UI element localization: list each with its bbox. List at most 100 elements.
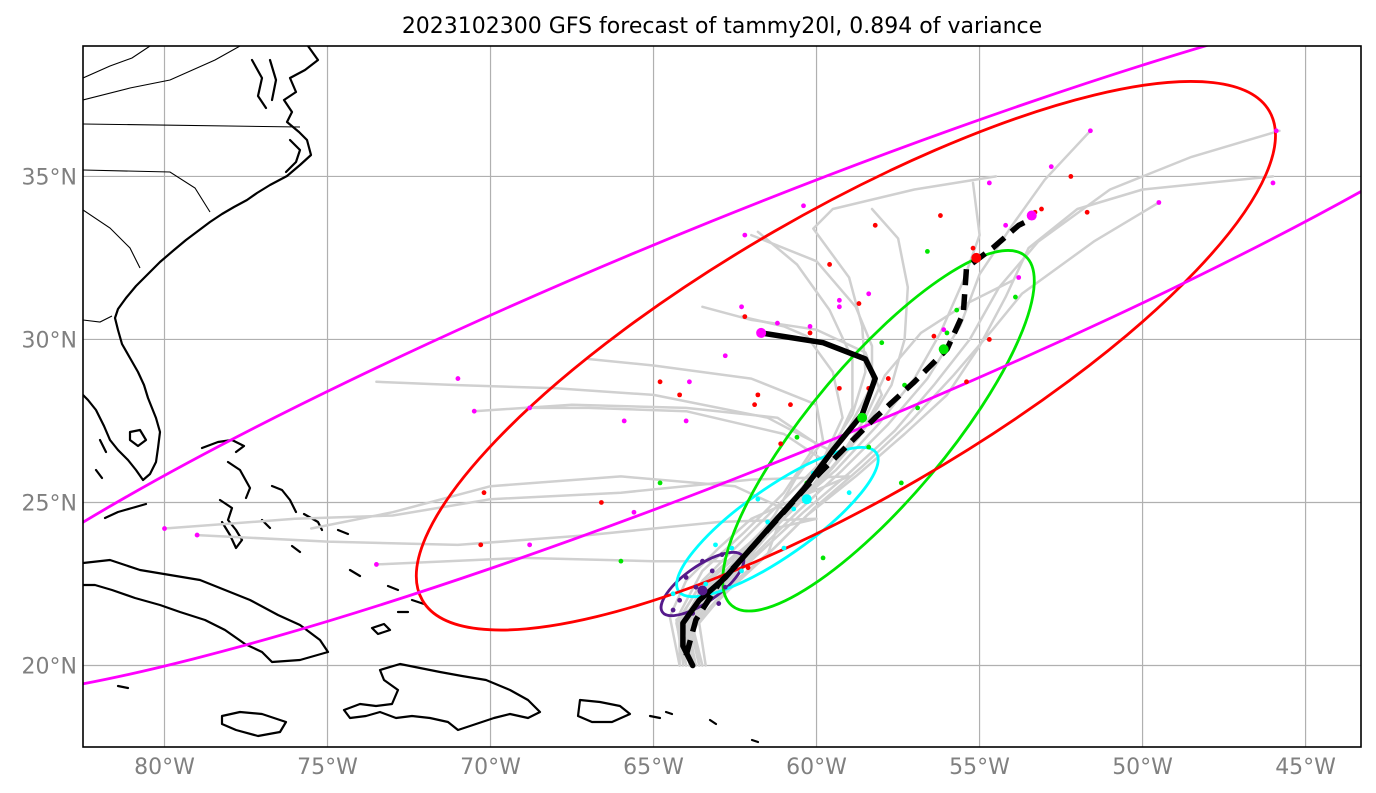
day-4-position-54	[938, 213, 943, 218]
day-1-position-4	[683, 575, 689, 580]
day-4-position-47	[752, 402, 758, 408]
day-4-position-48	[755, 392, 761, 398]
day-5-position-80	[631, 509, 637, 515]
day-5-position-71	[836, 304, 842, 310]
mean-position-day-5	[1026, 210, 1037, 221]
virgin-islands	[648, 710, 760, 744]
day-2-position-19	[781, 545, 787, 551]
day-4-position-49	[677, 392, 683, 398]
day-4-position-58	[1039, 206, 1044, 212]
x-tick-label: 65°W	[623, 755, 684, 780]
day-5-position-75	[621, 418, 627, 424]
y-tick-label: 25°N	[22, 491, 77, 516]
day-3-position-38	[866, 444, 872, 450]
day-2-position-13	[765, 519, 771, 525]
y-tick-label: 35°N	[22, 165, 77, 190]
y-tick-label: 30°N	[22, 328, 77, 353]
day-4-position-61	[598, 500, 604, 505]
deterministic-position-day-5	[756, 327, 767, 338]
day-5-position-73	[722, 353, 728, 359]
day-5-position-83	[194, 532, 200, 538]
day-2-position-17	[739, 568, 744, 574]
day-5-position-86	[801, 203, 806, 209]
day-2-position-16	[846, 490, 852, 496]
day-2-position-22	[791, 506, 797, 512]
us-east-coastline	[83, 46, 320, 482]
day-2-position-14	[729, 545, 735, 551]
day-4-position-53	[872, 222, 878, 228]
day-3-position-24	[794, 434, 800, 440]
mean-position-day-3	[938, 344, 949, 355]
day-5-position-78	[471, 408, 477, 414]
day-4-position-52	[827, 262, 832, 267]
day-2-position-18	[713, 542, 718, 548]
day-1-position-2	[709, 568, 715, 574]
day-5-position-85	[742, 232, 748, 238]
ensemble-day-positions	[162, 128, 1279, 616]
longitude-tick-labels: 80°W 75°W 70°W 65°W 60°W 55°W 50°W 45°W	[134, 755, 1336, 780]
ellipse-day-4	[414, 80, 1277, 632]
day-5-position-68	[807, 324, 813, 329]
day-3-position-32	[1013, 294, 1018, 300]
day-5-position-96	[941, 327, 947, 333]
deterministic-position-day-3	[857, 412, 868, 423]
day-5-position-79	[455, 376, 461, 381]
day-3-position-36	[618, 558, 624, 564]
day-4-position-40	[788, 402, 793, 408]
day-5-position-93	[1273, 128, 1279, 134]
day-3-position-35	[657, 480, 663, 486]
day-4-position-51	[742, 314, 748, 320]
state-borders	[83, 46, 301, 323]
x-tick-label: 45°W	[1275, 755, 1336, 780]
mean-position-day-4	[971, 252, 982, 263]
x-tick-label: 80°W	[134, 755, 195, 780]
day-5-position-69	[836, 297, 842, 303]
day-5-position-84	[162, 526, 167, 531]
day-1-position-10	[719, 552, 725, 558]
day-4-position-56	[986, 337, 992, 342]
ensemble-track-19	[678, 175, 998, 667]
latitude-tick-labels: 35°N 30°N 25°N 20°N	[22, 165, 77, 679]
central-tracks	[680, 210, 1037, 669]
plot-frame	[82, 45, 1362, 748]
chart-title: 2023102300 GFS forecast of tammy20l, 0.8…	[402, 14, 1042, 39]
gridlines	[83, 46, 1361, 747]
day-5-position-88	[1003, 222, 1009, 228]
day-4-position-43	[885, 376, 891, 381]
day-4-position-63	[478, 542, 484, 548]
day-5-position-77	[527, 405, 533, 411]
ellipse-day-3	[721, 249, 1036, 613]
chesapeake-coast	[250, 58, 278, 110]
day-5-position-92	[1156, 200, 1162, 205]
day-4-position-41	[836, 385, 842, 391]
day-5-position-81	[527, 542, 533, 548]
day-2-position-21	[670, 591, 676, 597]
day-4-position-46	[807, 330, 813, 336]
small-cays	[116, 610, 410, 690]
x-tick-label: 60°W	[786, 755, 847, 780]
day-3-position-29	[944, 330, 950, 336]
day-5-position-95	[1048, 164, 1054, 170]
day-1-position-8	[670, 607, 676, 613]
day-4-position-59	[1068, 174, 1074, 179]
day-5-position-94	[1270, 180, 1276, 186]
day-4-position-60	[1084, 209, 1090, 215]
hispaniola-coastline	[342, 662, 542, 732]
land-coastlines	[83, 46, 760, 744]
day-4-position-64	[745, 565, 751, 571]
ensemble-track-14	[688, 129, 1281, 667]
day-4-position-55	[970, 245, 976, 251]
day-4-position-62	[481, 490, 487, 496]
day-3-position-33	[898, 480, 904, 486]
day-3-position-34	[820, 555, 826, 561]
day-1-position-1	[677, 597, 683, 603]
x-tick-label: 75°W	[297, 755, 358, 780]
day-4-position-50	[657, 379, 663, 385]
day-2-position-20	[703, 581, 709, 587]
y-tick-label: 20°N	[22, 654, 77, 679]
x-tick-label: 55°W	[949, 755, 1010, 780]
day-5-position-82	[374, 562, 379, 567]
